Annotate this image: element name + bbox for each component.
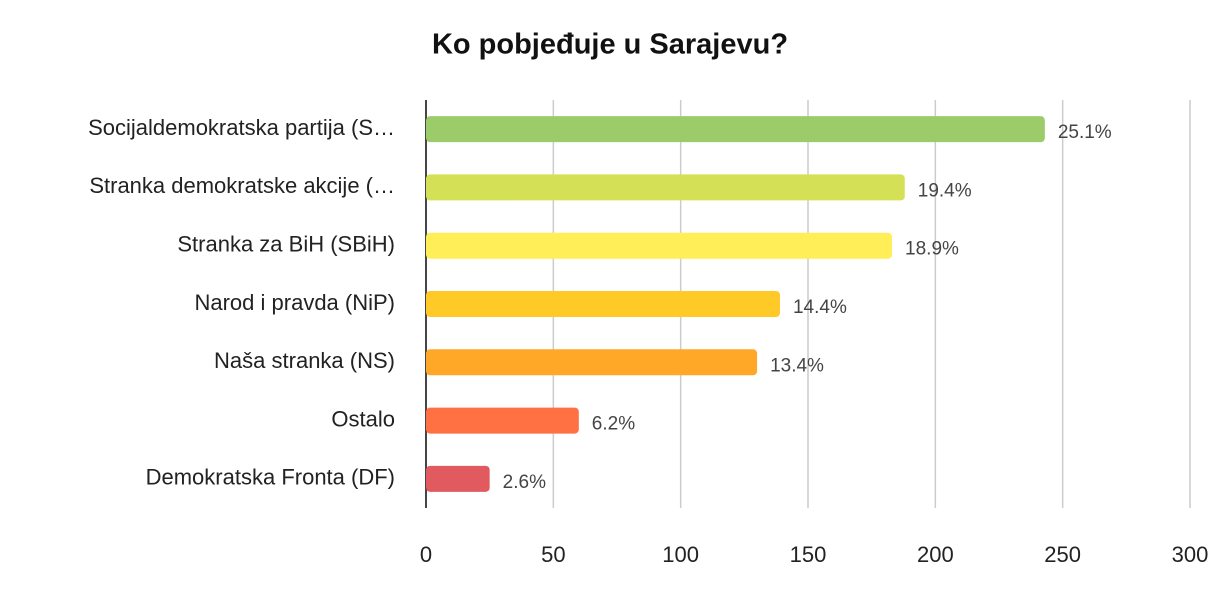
bar bbox=[426, 232, 893, 259]
value-label: 18.9% bbox=[905, 239, 959, 260]
bar bbox=[426, 349, 758, 376]
value-label: 14.4% bbox=[793, 297, 847, 318]
value-label: 25.1% bbox=[1058, 122, 1112, 143]
bar bbox=[426, 291, 780, 317]
x-tick-label: 300 bbox=[1172, 542, 1209, 567]
x-tick-label: 150 bbox=[790, 542, 827, 567]
category-label: Narod i pravda (NiP) bbox=[194, 290, 395, 315]
category-label: Naša stranka (NS) bbox=[214, 348, 395, 373]
bar bbox=[426, 407, 579, 434]
category-label: Demokratska Fronta (DF) bbox=[146, 465, 395, 490]
value-label: 2.6% bbox=[503, 472, 546, 493]
value-label: 19.4% bbox=[918, 180, 972, 201]
bar bbox=[426, 116, 1045, 143]
x-tick-label: 0 bbox=[420, 542, 432, 567]
x-tick-label: 50 bbox=[541, 542, 565, 567]
bar bbox=[426, 174, 905, 201]
value-label: 13.4% bbox=[770, 355, 824, 376]
bar bbox=[426, 465, 490, 492]
x-tick-label: 250 bbox=[1044, 542, 1081, 567]
category-label: Ostalo bbox=[331, 406, 395, 431]
x-tick-label: 200 bbox=[917, 542, 954, 567]
category-label: Stranka za BiH (SBiH) bbox=[177, 232, 395, 257]
category-label: Socijaldemokratska partija (S… bbox=[88, 115, 395, 140]
category-label: Stranka demokratske akcije (… bbox=[89, 173, 395, 198]
chart-title: Ko pobjeđuje u Sarajevu? bbox=[432, 29, 788, 61]
value-label: 6.2% bbox=[592, 414, 635, 435]
x-tick-label: 100 bbox=[662, 542, 699, 567]
